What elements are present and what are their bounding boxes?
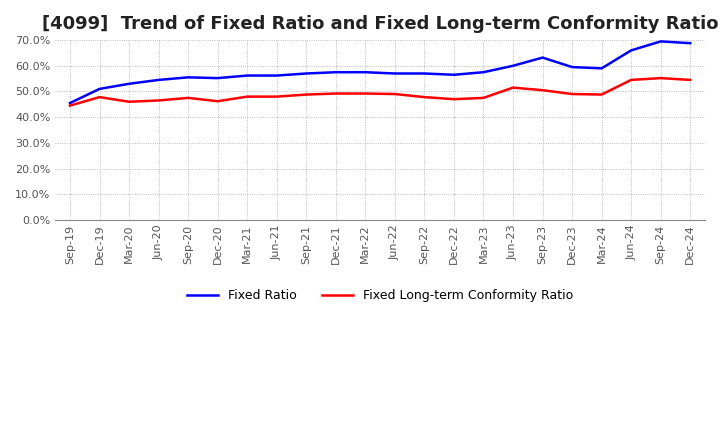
Fixed Ratio xyxy=(480,70,488,75)
Fixed Long-term Conformity Ratio xyxy=(480,95,488,100)
Fixed Ratio xyxy=(66,100,74,106)
Fixed Long-term Conformity Ratio xyxy=(390,92,399,97)
Title: [4099]  Trend of Fixed Ratio and Fixed Long-term Conformity Ratio: [4099] Trend of Fixed Ratio and Fixed Lo… xyxy=(42,15,719,33)
Fixed Long-term Conformity Ratio xyxy=(539,88,547,93)
Fixed Long-term Conformity Ratio xyxy=(272,94,281,99)
Fixed Ratio xyxy=(449,72,458,77)
Fixed Ratio xyxy=(361,70,369,75)
Fixed Long-term Conformity Ratio xyxy=(361,91,369,96)
Fixed Long-term Conformity Ratio xyxy=(66,103,74,108)
Fixed Ratio xyxy=(184,75,192,80)
Fixed Long-term Conformity Ratio xyxy=(331,91,340,96)
Fixed Long-term Conformity Ratio xyxy=(627,77,636,83)
Line: Fixed Long-term Conformity Ratio: Fixed Long-term Conformity Ratio xyxy=(70,78,690,106)
Fixed Ratio xyxy=(125,81,133,86)
Fixed Ratio xyxy=(568,64,577,70)
Fixed Long-term Conformity Ratio xyxy=(243,94,251,99)
Fixed Long-term Conformity Ratio xyxy=(302,92,310,97)
Line: Fixed Ratio: Fixed Ratio xyxy=(70,41,690,103)
Fixed Ratio xyxy=(627,48,636,53)
Legend: Fixed Ratio, Fixed Long-term Conformity Ratio: Fixed Ratio, Fixed Long-term Conformity … xyxy=(182,284,578,307)
Fixed Ratio xyxy=(390,71,399,76)
Fixed Ratio xyxy=(213,76,222,81)
Fixed Long-term Conformity Ratio xyxy=(154,98,163,103)
Fixed Long-term Conformity Ratio xyxy=(420,95,428,100)
Fixed Long-term Conformity Ratio xyxy=(598,92,606,97)
Fixed Long-term Conformity Ratio xyxy=(213,99,222,104)
Fixed Long-term Conformity Ratio xyxy=(568,92,577,97)
Fixed Long-term Conformity Ratio xyxy=(95,95,104,100)
Fixed Long-term Conformity Ratio xyxy=(686,77,695,83)
Fixed Ratio xyxy=(154,77,163,83)
Fixed Long-term Conformity Ratio xyxy=(449,96,458,102)
Fixed Ratio xyxy=(420,71,428,76)
Fixed Ratio xyxy=(686,40,695,46)
Fixed Long-term Conformity Ratio xyxy=(125,99,133,104)
Fixed Long-term Conformity Ratio xyxy=(657,76,665,81)
Fixed Ratio xyxy=(539,55,547,60)
Fixed Ratio xyxy=(331,70,340,75)
Fixed Long-term Conformity Ratio xyxy=(184,95,192,100)
Fixed Ratio xyxy=(509,63,518,69)
Fixed Ratio xyxy=(272,73,281,78)
Fixed Ratio xyxy=(302,71,310,76)
Fixed Ratio xyxy=(95,86,104,92)
Fixed Ratio xyxy=(243,73,251,78)
Fixed Ratio xyxy=(598,66,606,71)
Fixed Ratio xyxy=(657,39,665,44)
Fixed Long-term Conformity Ratio xyxy=(509,85,518,90)
